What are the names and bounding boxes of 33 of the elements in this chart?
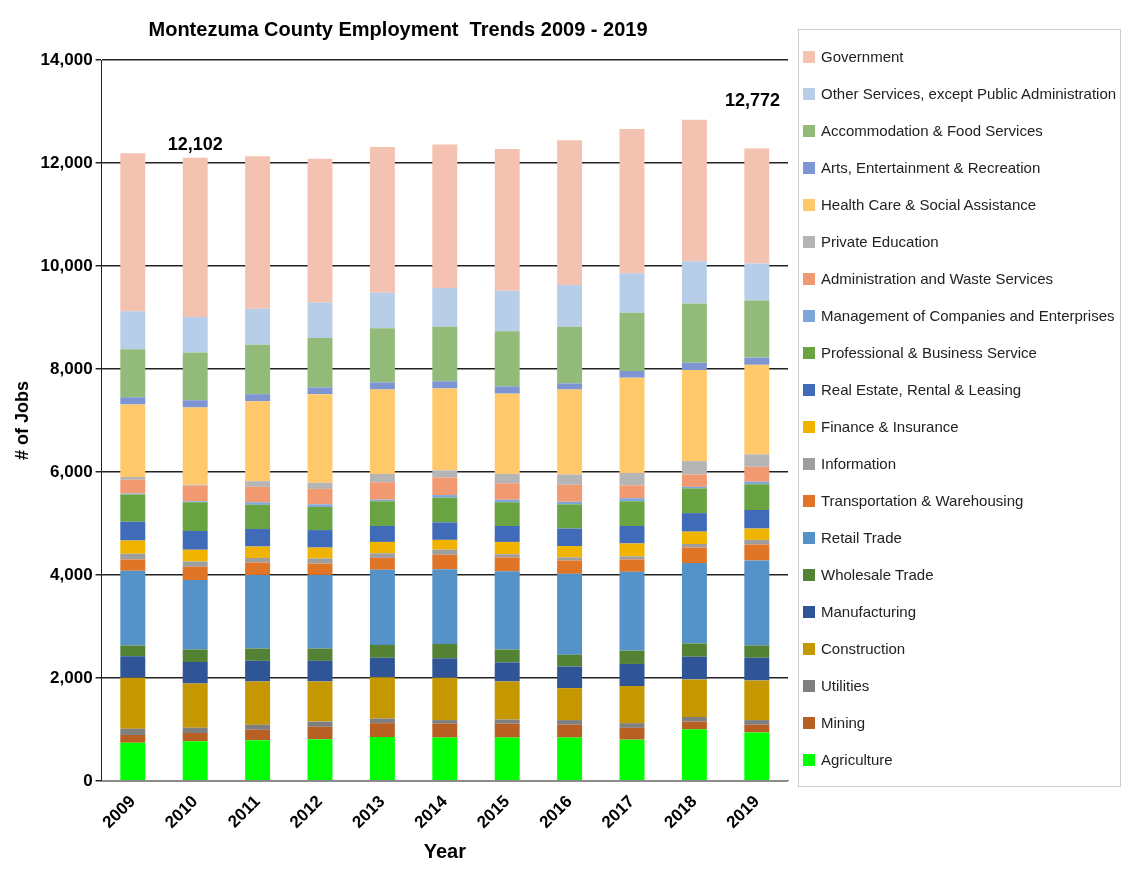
legend-label: Administration and Waste Services <box>821 270 1054 287</box>
legend-label: Finance & Insurance <box>821 418 959 435</box>
legend-label: Professional & Business Service <box>821 344 1037 361</box>
y-tick-label: 4,000 <box>50 564 93 584</box>
y-tick-label: 2,000 <box>50 667 93 687</box>
legend-label: Government <box>821 48 904 65</box>
y-tick-label: 10,000 <box>40 255 93 275</box>
legend-label: Information <box>821 455 897 472</box>
legend-label: Real Estate, Rental & Leasing <box>821 381 1022 398</box>
legend-label: Arts, Entertainment & Recreation <box>821 159 1041 176</box>
legend-label: Other Services, except Public Administration <box>821 85 1117 102</box>
legend-label: Utilities <box>821 677 870 694</box>
y-tick-label: 8,000 <box>50 358 93 378</box>
legend-label: Manufacturing <box>821 603 917 620</box>
y-tick-label: 12,000 <box>40 152 93 172</box>
y-tick-label: 6,000 <box>50 461 93 481</box>
legend-label: Retail Trade <box>821 529 902 546</box>
y-axis-title: # of Jobs <box>11 380 32 460</box>
legend-label: Agriculture <box>821 751 893 768</box>
legend-label: Mining <box>821 714 866 731</box>
legend-label: Accommodation & Food Services <box>821 122 1043 139</box>
legend-label: Transportation & Warehousing <box>821 492 1024 509</box>
legend-label: Construction <box>821 640 906 657</box>
y-tick-label: 0 <box>83 770 93 790</box>
legend-label: Management of Companies and Enterprises <box>821 307 1115 324</box>
legend-label: Health Care & Social Assistance <box>821 196 1037 213</box>
annotation: 12,102 <box>167 133 223 154</box>
chart-title: Montezuma County Employment Trends 2009 - 2019 <box>148 17 648 40</box>
annotation: 12,772 <box>724 89 780 110</box>
x-axis-title: Year <box>423 839 467 862</box>
legend-label: Wholesale Trade <box>821 566 934 583</box>
legend-label: Private Education <box>821 233 939 250</box>
y-tick-label: 14,000 <box>40 49 93 69</box>
